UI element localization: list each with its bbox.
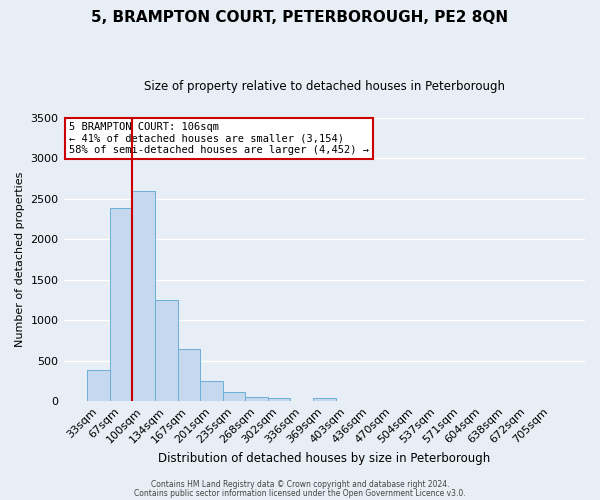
- Bar: [133, 190, 155, 402]
- Bar: [268, 398, 290, 402]
- Bar: [200, 380, 223, 402]
- Text: 5 BRAMPTON COURT: 106sqm
← 41% of detached houses are smaller (3,154)
58% of sem: 5 BRAMPTON COURT: 106sqm ← 41% of detach…: [69, 122, 369, 155]
- Bar: [155, 300, 178, 402]
- Text: Contains HM Land Registry data © Crown copyright and database right 2024.: Contains HM Land Registry data © Crown c…: [151, 480, 449, 489]
- Y-axis label: Number of detached properties: Number of detached properties: [15, 172, 25, 347]
- Bar: [223, 392, 245, 402]
- Text: 5, BRAMPTON COURT, PETERBOROUGH, PE2 8QN: 5, BRAMPTON COURT, PETERBOROUGH, PE2 8QN: [91, 10, 509, 25]
- Text: Contains public sector information licensed under the Open Government Licence v3: Contains public sector information licen…: [134, 488, 466, 498]
- X-axis label: Distribution of detached houses by size in Peterborough: Distribution of detached houses by size …: [158, 452, 490, 465]
- Title: Size of property relative to detached houses in Peterborough: Size of property relative to detached ho…: [144, 80, 505, 93]
- Bar: [178, 350, 200, 402]
- Bar: [245, 397, 268, 402]
- Bar: [87, 370, 110, 402]
- Bar: [313, 398, 335, 402]
- Bar: [110, 208, 133, 402]
